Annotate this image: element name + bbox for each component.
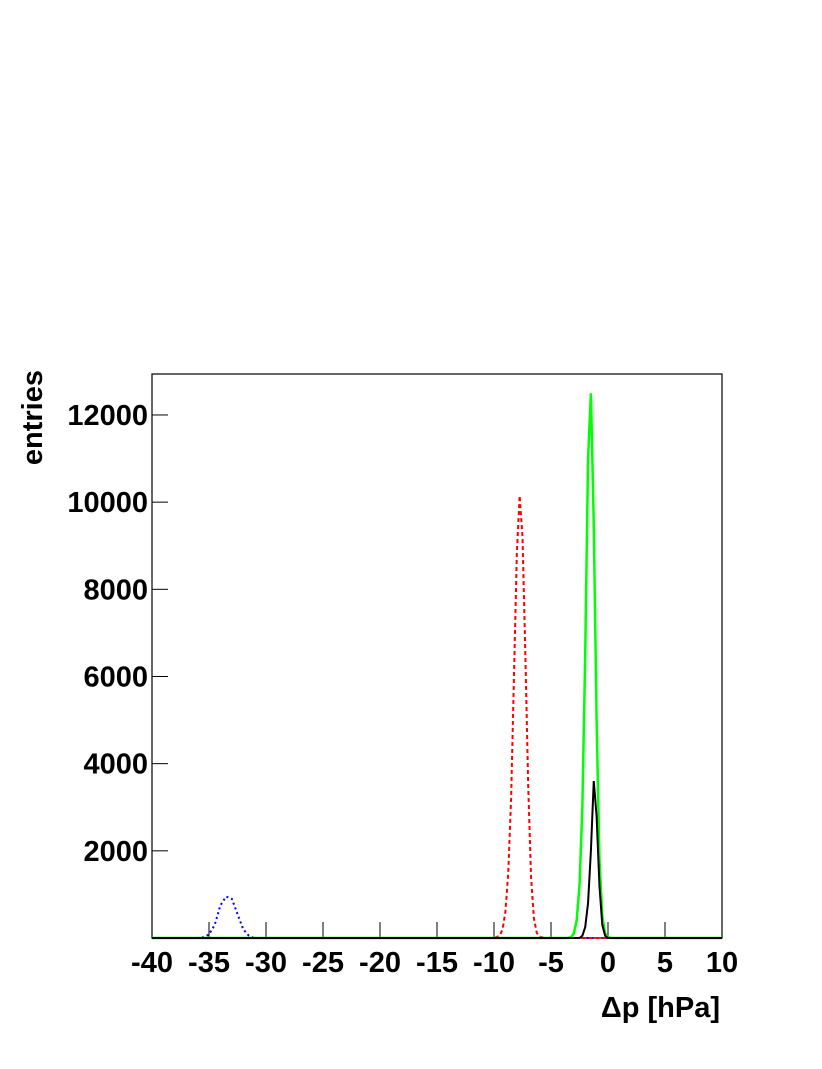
x-tick-label: 0 [600, 947, 616, 979]
x-tick-label: 5 [657, 947, 673, 979]
x-tick-label: -25 [302, 947, 344, 979]
y-tick-label: 12000 [67, 400, 148, 432]
x-tick-label: -10 [473, 947, 515, 979]
x-tick-label: -15 [416, 947, 458, 979]
histogram-line [152, 495, 722, 939]
x-tick-label: -40 [131, 947, 173, 979]
x-tick-label: -35 [188, 947, 230, 979]
x-tick-label: -5 [538, 947, 564, 979]
histogram-line [152, 393, 722, 940]
y-axis-label: entries [17, 370, 49, 465]
y-tick-label: 2000 [83, 836, 148, 868]
y-tick-label: 8000 [83, 574, 148, 606]
y-tick-label: 10000 [67, 487, 148, 519]
x-tick-label: -30 [245, 947, 287, 979]
plot-frame [151, 373, 723, 939]
x-tick-label: 10 [706, 947, 738, 979]
y-tick-label: 6000 [83, 661, 148, 693]
x-tick-label: -20 [359, 947, 401, 979]
histogram-line [152, 781, 722, 939]
y-tick-label: 4000 [83, 749, 148, 781]
x-axis-label: Δp [hPa] [601, 992, 720, 1024]
